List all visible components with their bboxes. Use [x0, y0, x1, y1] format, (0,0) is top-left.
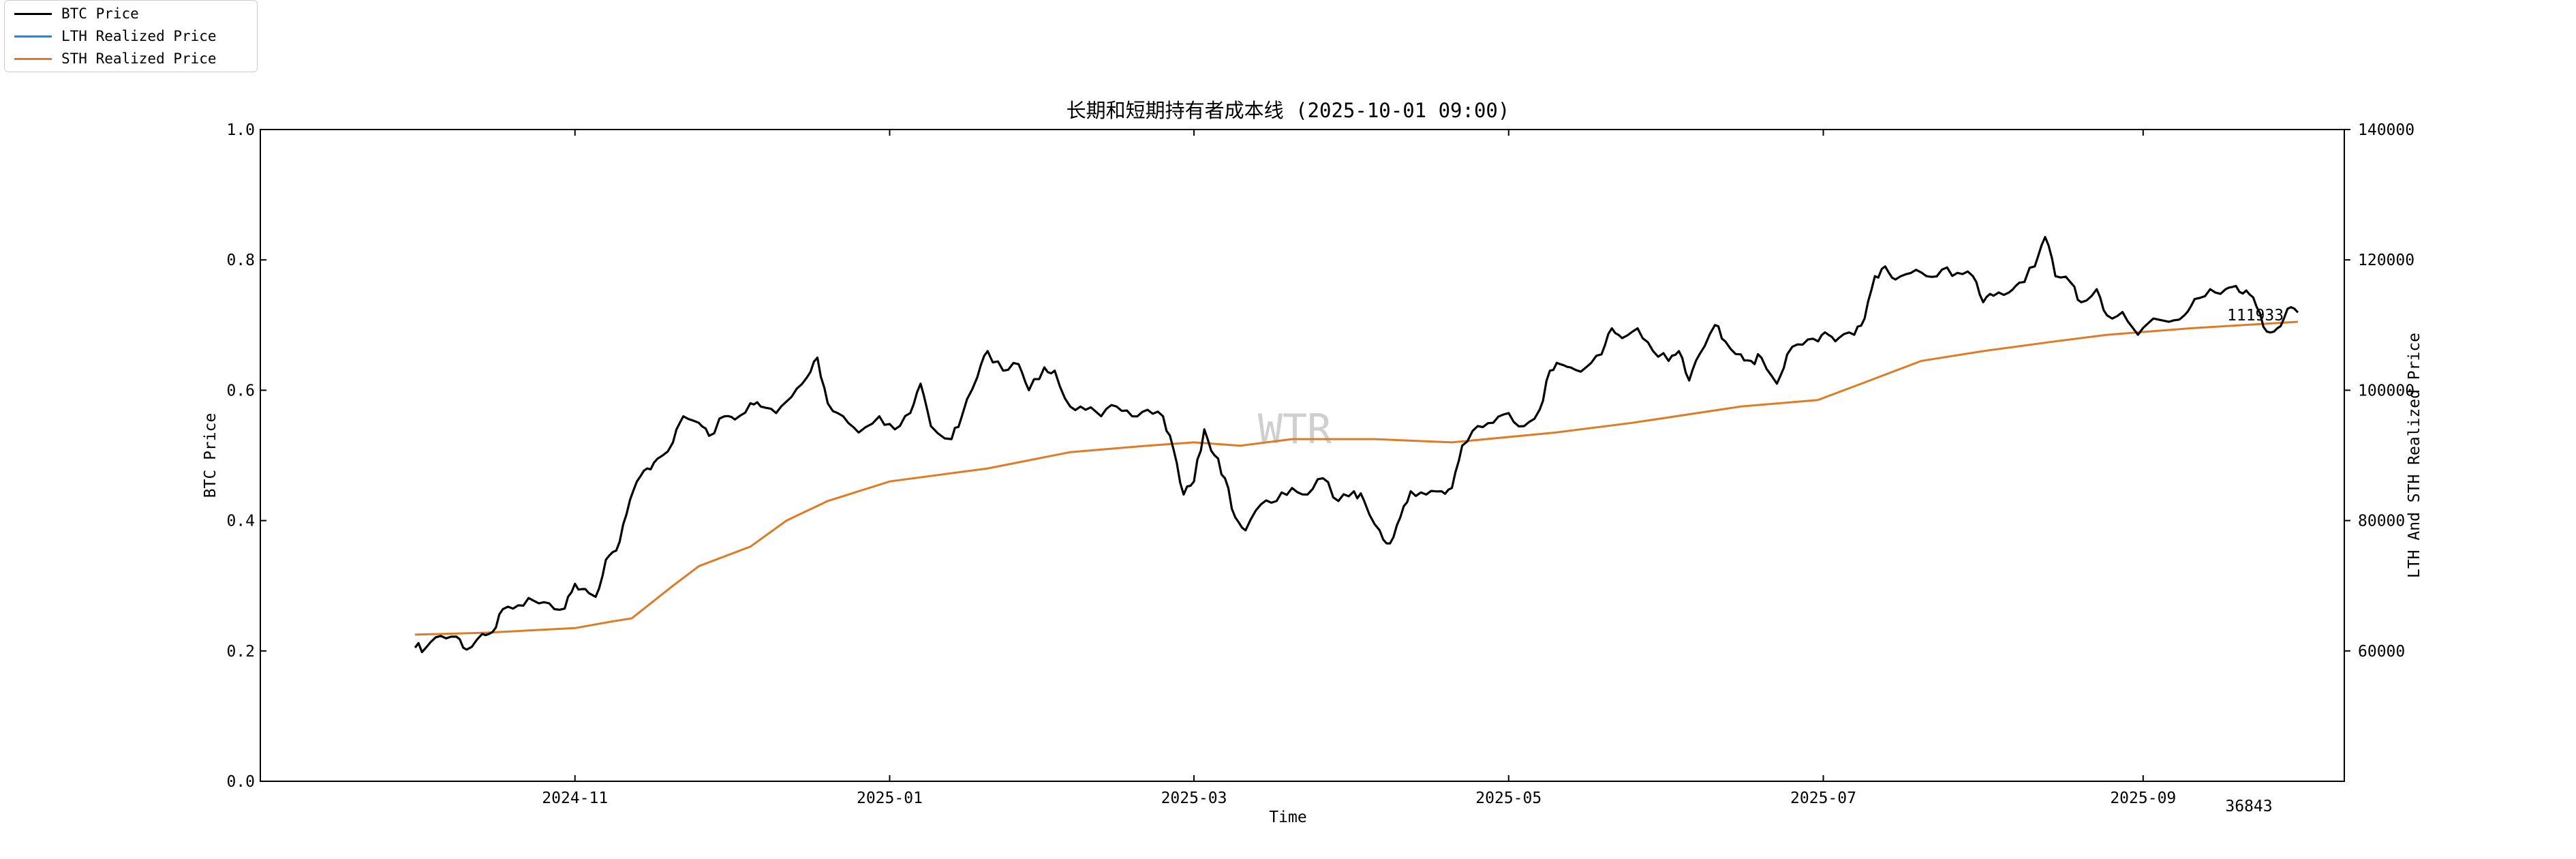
btc-price-line — [414, 236, 2299, 654]
right-y-axis: 60000 80000 100000 120000 140000 — [2344, 121, 2414, 661]
x-tick-label: 2025-09 — [2110, 789, 2176, 807]
right-y-tick-label: 60000 — [2358, 643, 2405, 661]
right-y-axis-label: LTH And STH Realized Price — [2406, 333, 2423, 578]
legend-item-btc-price: BTC Price — [14, 3, 139, 25]
chart-title: 长期和短期持有者成本线 (2025-10-01 09:00) — [1067, 99, 1510, 122]
legend-swatch-btc-price — [14, 12, 52, 15]
corner-value-annotation: 36843 — [2225, 798, 2272, 815]
legend-item-sth-realized-price: STH Realized Price — [14, 48, 217, 70]
legend-swatch-sth-realized-price — [14, 57, 52, 60]
right-y-tick-label: 80000 — [2358, 513, 2405, 530]
right-y-tick-label: 120000 — [2358, 252, 2414, 269]
left-y-tick-label: 0.6 — [226, 382, 255, 400]
left-y-axis: 0.0 0.2 0.4 0.6 0.8 1.0 — [226, 121, 266, 791]
legend-label-sth-realized-price: STH Realized Price — [61, 50, 217, 67]
left-y-axis-label: BTC Price — [202, 413, 219, 498]
left-y-tick-label: 0.8 — [226, 252, 255, 269]
x-axis: 2024-11 2025-01 2025-03 2025-05 2025-07 2025-… — [542, 130, 2176, 807]
legend-swatch-lth-realized-price — [14, 35, 52, 37]
plot-frame — [260, 129, 2345, 782]
left-y-tick-label: 0.4 — [226, 513, 255, 530]
right-y-tick-label: 140000 — [2358, 121, 2414, 139]
watermark: WTR — [1258, 406, 1332, 453]
right-y-tick-label: 100000 — [2358, 382, 2414, 400]
legend-item-lth-realized-price: LTH Realized Price — [14, 25, 217, 47]
x-tick-label: 2025-01 — [857, 789, 923, 807]
x-tick-label: 2025-07 — [1790, 789, 1856, 807]
x-tick-label: 2024-11 — [542, 789, 608, 807]
sth-realized-price-line — [415, 320, 2298, 636]
x-axis-label: Time — [1269, 809, 1306, 826]
x-tick-label: 2025-03 — [1161, 789, 1227, 807]
left-y-tick-label: 0.2 — [226, 643, 255, 661]
legend-label-lth-realized-price: LTH Realized Price — [61, 28, 217, 44]
legend: BTC Price LTH Realized Price STH Realize… — [4, 0, 258, 72]
left-y-tick-label: 1.0 — [226, 121, 255, 139]
left-y-tick-label: 0.0 — [226, 773, 255, 791]
last-price-annotation: 111933 — [2227, 307, 2284, 325]
legend-label-btc-price: BTC Price — [61, 5, 139, 22]
x-tick-label: 2025-05 — [1475, 789, 1542, 807]
